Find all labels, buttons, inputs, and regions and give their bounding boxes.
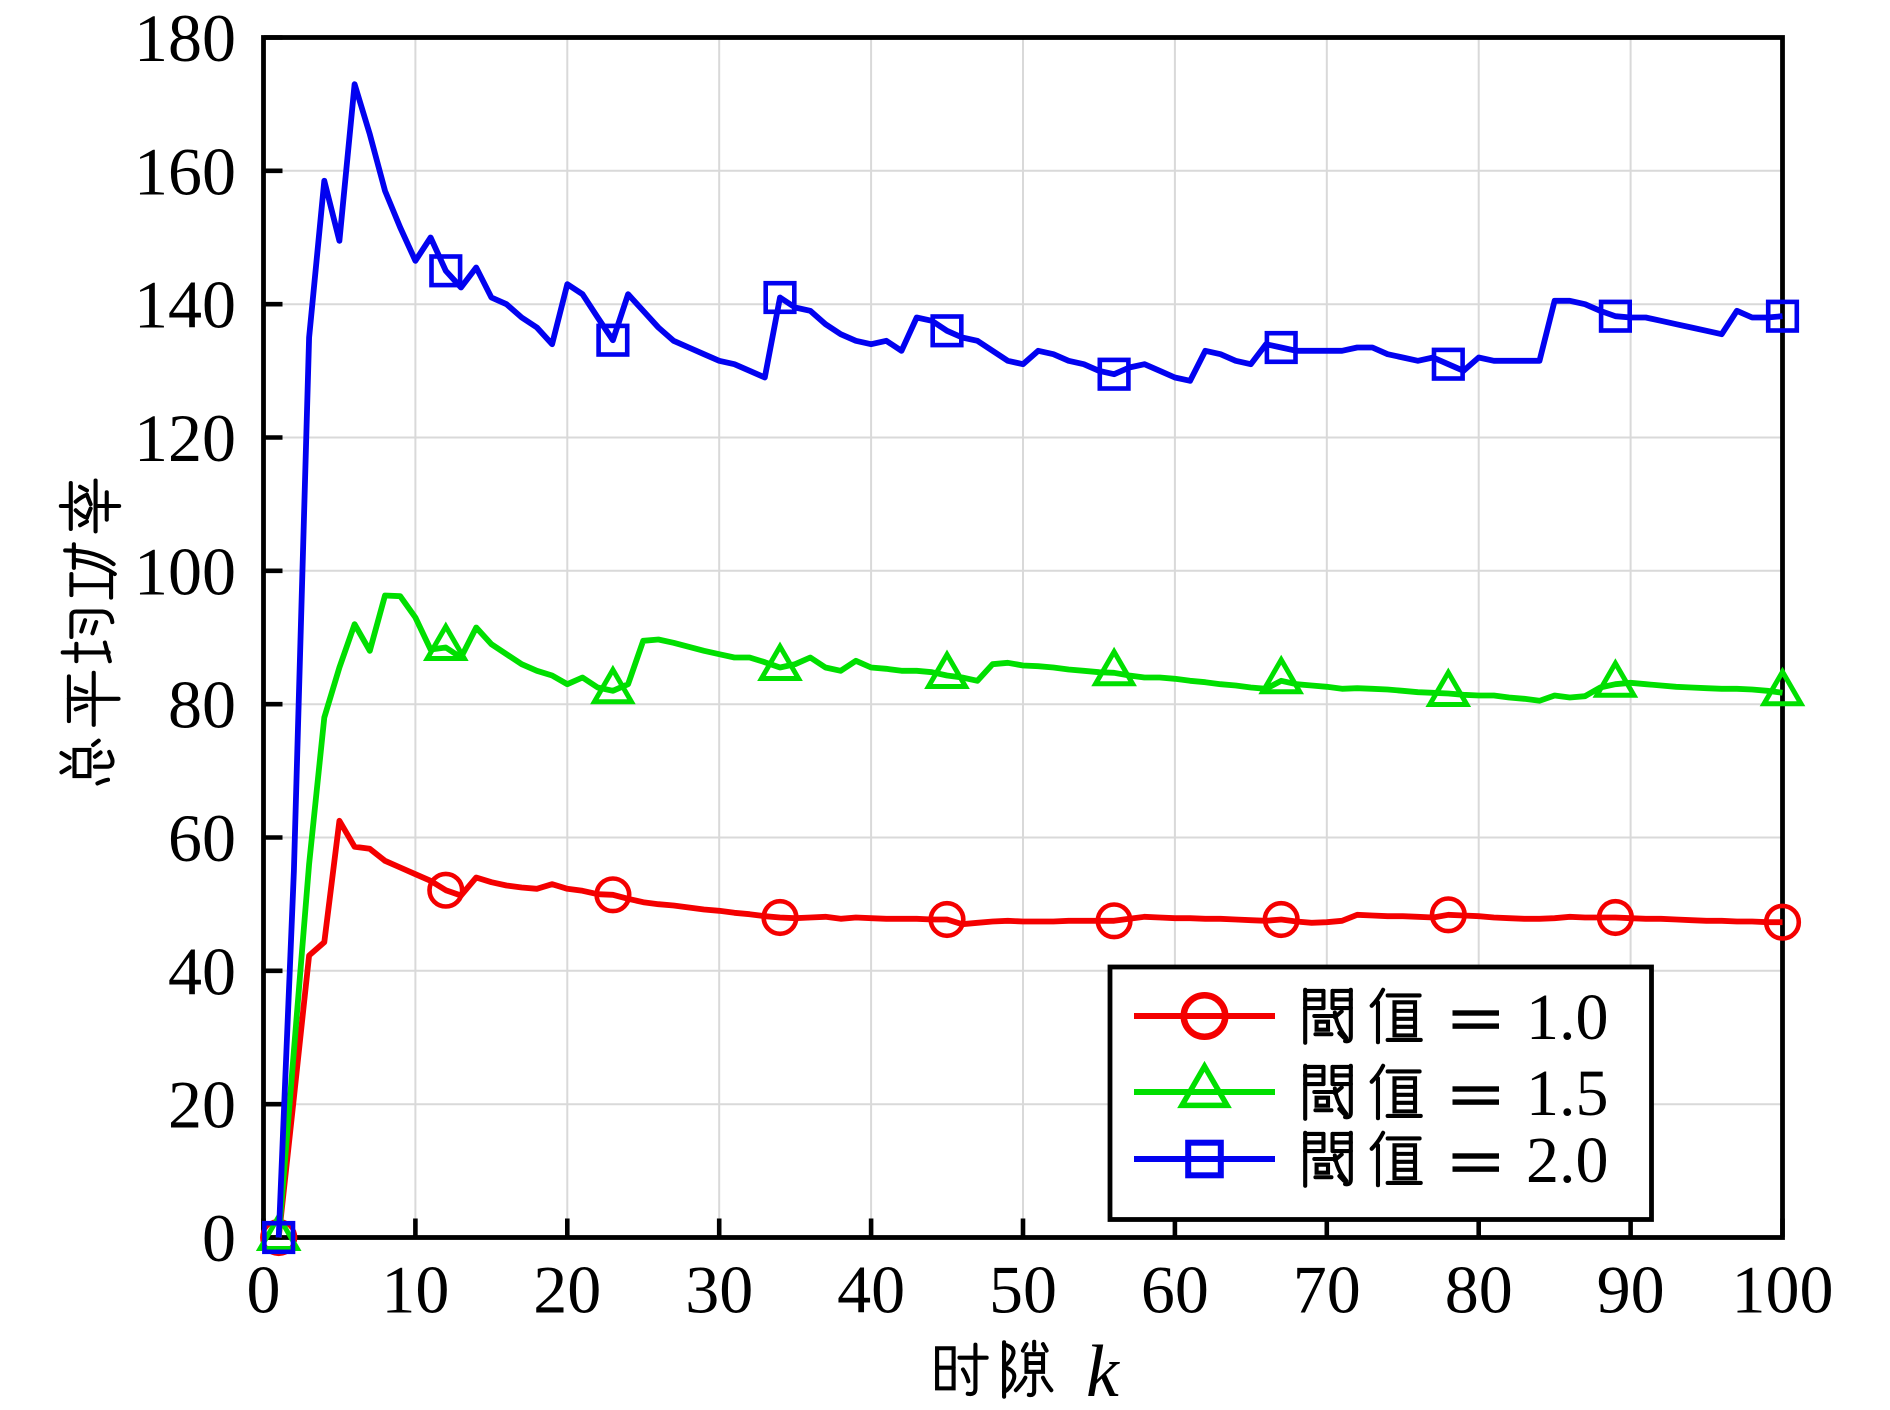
- svg-text:180: 180: [134, 0, 236, 76]
- svg-text:100: 100: [134, 533, 236, 609]
- svg-text:k: k: [1086, 1331, 1120, 1410]
- svg-text:80: 80: [168, 667, 236, 743]
- svg-text:0: 0: [202, 1200, 236, 1276]
- svg-text:1.0: 1.0: [1526, 981, 1609, 1054]
- svg-text:40: 40: [837, 1252, 905, 1328]
- svg-text:1.5: 1.5: [1526, 1057, 1609, 1130]
- svg-text:160: 160: [134, 133, 236, 209]
- svg-text:30: 30: [685, 1252, 753, 1328]
- svg-text:80: 80: [1445, 1252, 1513, 1328]
- svg-text:2.0: 2.0: [1526, 1124, 1609, 1197]
- svg-text:0: 0: [247, 1252, 281, 1328]
- svg-text:10: 10: [381, 1252, 449, 1328]
- svg-text:20: 20: [168, 1067, 236, 1143]
- svg-text:60: 60: [168, 800, 236, 876]
- svg-text:90: 90: [1597, 1252, 1665, 1328]
- svg-text:70: 70: [1293, 1252, 1361, 1328]
- svg-text:120: 120: [134, 400, 236, 476]
- svg-text:100: 100: [1732, 1252, 1834, 1328]
- svg-text:60: 60: [1141, 1252, 1209, 1328]
- svg-text:140: 140: [134, 267, 236, 343]
- svg-text:40: 40: [168, 933, 236, 1009]
- svg-text:20: 20: [533, 1252, 601, 1328]
- svg-text:50: 50: [989, 1252, 1057, 1328]
